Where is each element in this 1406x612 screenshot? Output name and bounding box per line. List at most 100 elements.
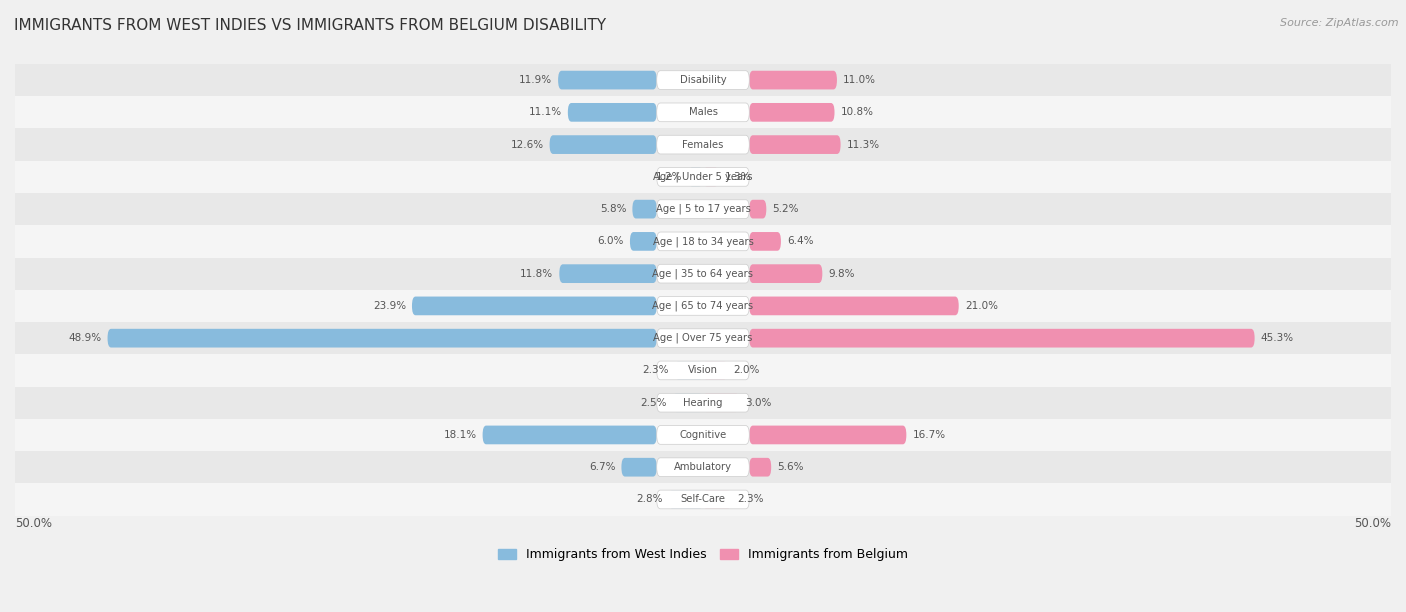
Text: 16.7%: 16.7% [912,430,946,440]
FancyBboxPatch shape [633,200,657,218]
Bar [15,483,1391,515]
Bar [15,258,1391,289]
Text: 50.0%: 50.0% [15,517,52,530]
Text: 11.0%: 11.0% [844,75,876,85]
Text: 11.3%: 11.3% [846,140,880,149]
Text: 6.0%: 6.0% [598,236,624,247]
FancyBboxPatch shape [689,168,703,186]
FancyBboxPatch shape [749,264,823,283]
Text: Vision: Vision [688,365,718,375]
FancyBboxPatch shape [749,232,780,251]
Text: 2.3%: 2.3% [643,365,669,375]
FancyBboxPatch shape [657,168,749,186]
Text: 9.8%: 9.8% [828,269,855,278]
Text: Age | 35 to 64 years: Age | 35 to 64 years [652,269,754,279]
Text: 21.0%: 21.0% [965,301,998,311]
FancyBboxPatch shape [749,135,841,154]
Text: Females: Females [682,140,724,149]
FancyBboxPatch shape [657,329,749,348]
FancyBboxPatch shape [749,297,959,315]
FancyBboxPatch shape [550,135,657,154]
FancyBboxPatch shape [657,264,749,283]
Bar [15,96,1391,129]
FancyBboxPatch shape [657,103,749,122]
Text: 11.8%: 11.8% [520,269,553,278]
Text: 1.2%: 1.2% [655,172,682,182]
FancyBboxPatch shape [749,103,835,122]
Bar [15,129,1391,161]
FancyBboxPatch shape [669,490,703,509]
FancyBboxPatch shape [657,361,749,380]
Text: 50.0%: 50.0% [1354,517,1391,530]
Bar [15,289,1391,322]
Text: 11.9%: 11.9% [519,75,553,85]
Bar [15,64,1391,96]
Text: Age | Under 5 years: Age | Under 5 years [654,171,752,182]
Text: 6.4%: 6.4% [787,236,814,247]
FancyBboxPatch shape [749,200,766,218]
FancyBboxPatch shape [657,297,749,315]
FancyBboxPatch shape [558,71,657,89]
FancyBboxPatch shape [482,425,657,444]
Text: 11.1%: 11.1% [529,107,562,118]
FancyBboxPatch shape [560,264,657,283]
Text: 2.8%: 2.8% [637,494,662,504]
Text: 5.8%: 5.8% [600,204,626,214]
Text: IMMIGRANTS FROM WEST INDIES VS IMMIGRANTS FROM BELGIUM DISABILITY: IMMIGRANTS FROM WEST INDIES VS IMMIGRANT… [14,18,606,34]
Text: Age | Over 75 years: Age | Over 75 years [654,333,752,343]
Text: 2.3%: 2.3% [737,494,763,504]
Text: Self-Care: Self-Care [681,494,725,504]
Text: 5.6%: 5.6% [778,462,804,472]
Text: 3.0%: 3.0% [745,398,772,408]
FancyBboxPatch shape [703,394,740,412]
FancyBboxPatch shape [675,361,703,380]
FancyBboxPatch shape [703,490,731,509]
FancyBboxPatch shape [568,103,657,122]
Text: 10.8%: 10.8% [841,107,873,118]
Bar [15,193,1391,225]
FancyBboxPatch shape [107,329,657,348]
Bar [15,451,1391,483]
Bar [15,322,1391,354]
Text: Age | 65 to 74 years: Age | 65 to 74 years [652,300,754,311]
FancyBboxPatch shape [657,394,749,412]
FancyBboxPatch shape [621,458,657,477]
FancyBboxPatch shape [703,168,718,186]
Text: 45.3%: 45.3% [1261,333,1294,343]
Text: Age | 5 to 17 years: Age | 5 to 17 years [655,204,751,214]
FancyBboxPatch shape [749,458,772,477]
Text: 1.3%: 1.3% [725,172,751,182]
Bar [15,225,1391,258]
FancyBboxPatch shape [749,71,837,89]
Text: Males: Males [689,107,717,118]
FancyBboxPatch shape [657,490,749,509]
FancyBboxPatch shape [672,394,703,412]
FancyBboxPatch shape [630,232,657,251]
Text: 18.1%: 18.1% [443,430,477,440]
FancyBboxPatch shape [657,425,749,444]
FancyBboxPatch shape [657,200,749,218]
Text: 2.0%: 2.0% [734,365,759,375]
FancyBboxPatch shape [749,329,1254,348]
Text: 2.5%: 2.5% [640,398,666,408]
Bar [15,419,1391,451]
Text: Source: ZipAtlas.com: Source: ZipAtlas.com [1281,18,1399,28]
FancyBboxPatch shape [749,425,907,444]
FancyBboxPatch shape [657,458,749,477]
Legend: Immigrants from West Indies, Immigrants from Belgium: Immigrants from West Indies, Immigrants … [492,543,914,566]
FancyBboxPatch shape [657,71,749,89]
Text: Cognitive: Cognitive [679,430,727,440]
Text: Ambulatory: Ambulatory [673,462,733,472]
Bar [15,354,1391,387]
Text: 6.7%: 6.7% [589,462,616,472]
Text: Hearing: Hearing [683,398,723,408]
FancyBboxPatch shape [703,361,727,380]
Text: 48.9%: 48.9% [69,333,101,343]
Text: 5.2%: 5.2% [772,204,799,214]
FancyBboxPatch shape [412,297,657,315]
FancyBboxPatch shape [657,232,749,251]
Bar [15,387,1391,419]
Text: Disability: Disability [679,75,727,85]
Bar [15,161,1391,193]
Text: Age | 18 to 34 years: Age | 18 to 34 years [652,236,754,247]
